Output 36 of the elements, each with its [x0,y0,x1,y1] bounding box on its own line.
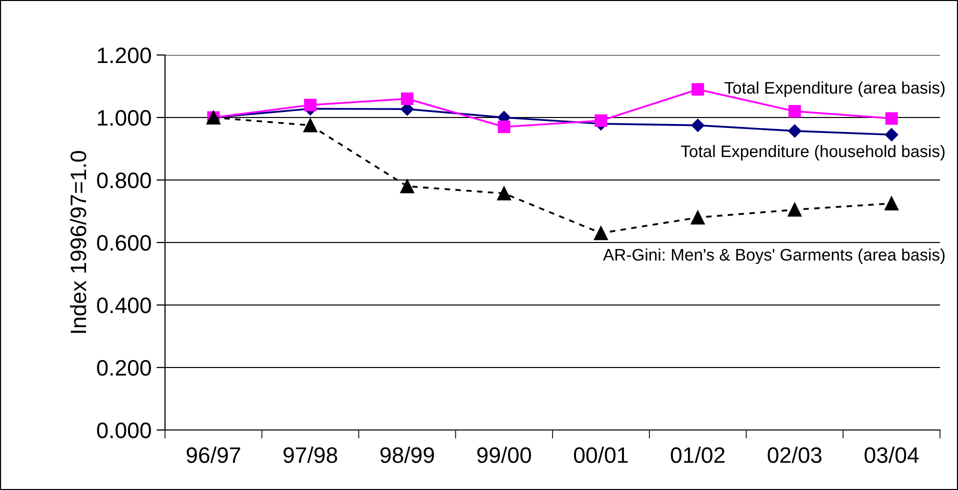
point [690,210,705,224]
y-tick-label: 0.600 [97,235,151,251]
x-tick-label: 98/99 [380,446,434,463]
x-tick-label: 97/98 [284,446,338,463]
x-tick-label: 99/00 [477,446,531,463]
series-label: AR-Gini: Men's & Boys' Garments (area basis) [603,248,945,264]
y-tick-label: 0.400 [97,298,151,314]
point [497,186,512,200]
y-tick-label: 0.200 [97,360,151,376]
point [884,128,898,142]
x-tick-label: 03/04 [864,446,919,463]
point [884,196,899,210]
y-tick-label: 0.800 [97,172,151,188]
x-tick-label: 02/03 [768,446,822,463]
point [400,179,414,194]
x-tick-label: 96/97 [186,446,240,463]
point [400,92,414,105]
series-label: Total Expenditure (household basis) [680,144,945,161]
x-tick-label: 00/01 [574,446,628,463]
point [594,114,608,127]
point [498,120,510,134]
point [788,105,801,118]
point [303,118,318,132]
point [304,98,317,112]
y-tick-label: 1.200 [98,48,151,64]
x-tick-label: 01/02 [670,446,725,463]
y-tick-label: 1.000 [98,110,151,126]
point [788,124,802,138]
point [692,83,704,96]
point [885,112,898,125]
y-tick-label: 0.000 [97,422,151,438]
point [691,118,704,132]
series-label: Total Expenditure (area basis) [724,82,945,98]
point [594,226,608,240]
point [788,202,802,217]
y-axis-title: Index 1996/97=1.0 [70,150,86,333]
